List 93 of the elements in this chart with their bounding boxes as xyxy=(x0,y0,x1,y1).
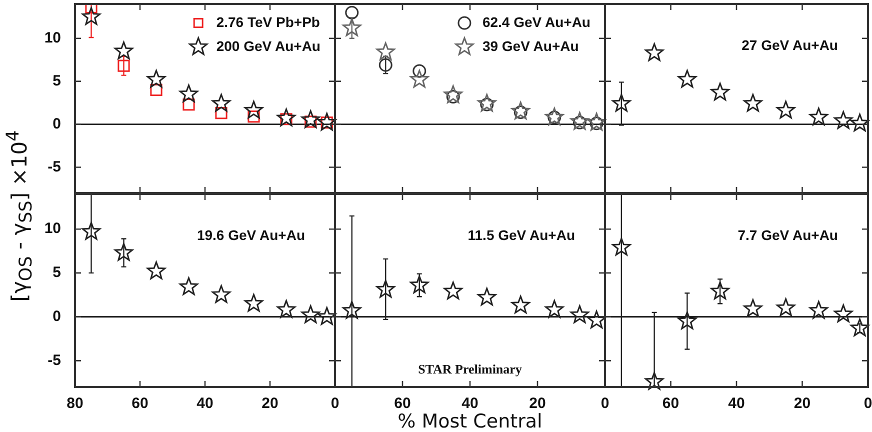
point xyxy=(342,300,362,319)
point xyxy=(301,110,320,128)
point xyxy=(678,311,696,330)
point xyxy=(710,82,730,101)
point xyxy=(478,288,496,306)
legend-label: 39 GeV Au+Au xyxy=(482,38,579,54)
point xyxy=(645,43,664,61)
point xyxy=(212,94,231,112)
point xyxy=(146,261,166,280)
point xyxy=(587,112,606,131)
point xyxy=(444,85,462,104)
x-tick-label: 60 xyxy=(662,395,680,412)
point xyxy=(212,285,231,303)
point xyxy=(182,98,195,111)
y-tick-label: 5 xyxy=(52,72,61,90)
point xyxy=(179,84,198,102)
point xyxy=(570,305,589,324)
point xyxy=(150,84,162,96)
point xyxy=(82,222,101,240)
point xyxy=(318,112,336,131)
annotation: 19.6 GeV Au+Au xyxy=(196,226,305,243)
point xyxy=(834,304,853,322)
point xyxy=(248,110,260,123)
y-tick-label: -5 xyxy=(48,158,61,176)
point xyxy=(809,108,828,126)
point xyxy=(478,94,496,112)
point xyxy=(850,318,870,336)
point xyxy=(276,300,296,318)
point xyxy=(244,294,264,312)
x-tick-label: 20 xyxy=(262,395,278,412)
x-tick-label: 80 xyxy=(66,395,84,412)
annotation: 7.7 GeV Au+Au xyxy=(738,226,838,243)
point xyxy=(612,238,631,256)
point xyxy=(114,42,134,60)
point xyxy=(179,277,198,296)
point xyxy=(410,70,429,88)
x-tick-label: 60 xyxy=(132,395,148,412)
point xyxy=(850,114,870,132)
annotation: 11.5 GeV Au+Au xyxy=(468,226,575,243)
legend-label: 2.76 TeV Pb+Pb xyxy=(216,14,320,30)
x-tick-label: 40 xyxy=(462,395,478,412)
x-tick-label: 0 xyxy=(330,395,340,412)
point xyxy=(744,299,762,317)
x-tick-label: 0 xyxy=(600,395,610,412)
point xyxy=(587,310,606,328)
point xyxy=(511,102,530,120)
point xyxy=(376,280,395,298)
x-axis-title: % Most Central xyxy=(398,410,542,432)
point xyxy=(612,94,631,112)
x-tick-label: 40 xyxy=(728,395,745,412)
point xyxy=(410,275,429,294)
x-tick-label: 40 xyxy=(196,395,214,412)
point xyxy=(215,107,228,120)
point xyxy=(412,64,426,78)
point xyxy=(511,296,530,314)
point xyxy=(146,70,166,88)
point xyxy=(345,6,359,20)
point xyxy=(114,243,134,261)
point xyxy=(276,108,296,126)
point xyxy=(678,70,696,88)
point xyxy=(376,42,395,60)
y-tick-label: 10 xyxy=(44,220,61,238)
point xyxy=(834,111,853,129)
point xyxy=(301,305,320,324)
annotation: STAR Preliminary xyxy=(418,361,522,376)
point xyxy=(776,100,796,119)
point xyxy=(545,108,564,126)
y-tick-label: 5 xyxy=(52,264,61,282)
point xyxy=(776,298,796,316)
point xyxy=(744,94,762,112)
point xyxy=(710,282,730,300)
point xyxy=(318,307,336,325)
point xyxy=(118,60,130,72)
x-tick-label: 20 xyxy=(794,395,811,412)
x-tick-label: 20 xyxy=(529,395,546,412)
point xyxy=(378,58,392,72)
annotation: 27 GeV Au+Au xyxy=(742,36,838,53)
x-tick-label: 0 xyxy=(864,395,872,412)
y-tick-label: -5 xyxy=(48,352,61,369)
point xyxy=(809,300,828,319)
point xyxy=(645,372,664,390)
y-tick-label: 0 xyxy=(52,115,61,132)
point xyxy=(342,18,362,36)
y-tick-label: 10 xyxy=(44,30,61,47)
point xyxy=(444,282,462,300)
point xyxy=(82,7,101,25)
y-tick-label: 0 xyxy=(52,308,61,325)
legend-label: 62.4 GeV Au+Au xyxy=(482,14,590,30)
legend-label: 200 GeV Au+Au xyxy=(216,38,320,54)
x-tick-label: 60 xyxy=(394,395,411,412)
point xyxy=(545,300,564,318)
point xyxy=(570,112,589,130)
point xyxy=(244,100,264,119)
